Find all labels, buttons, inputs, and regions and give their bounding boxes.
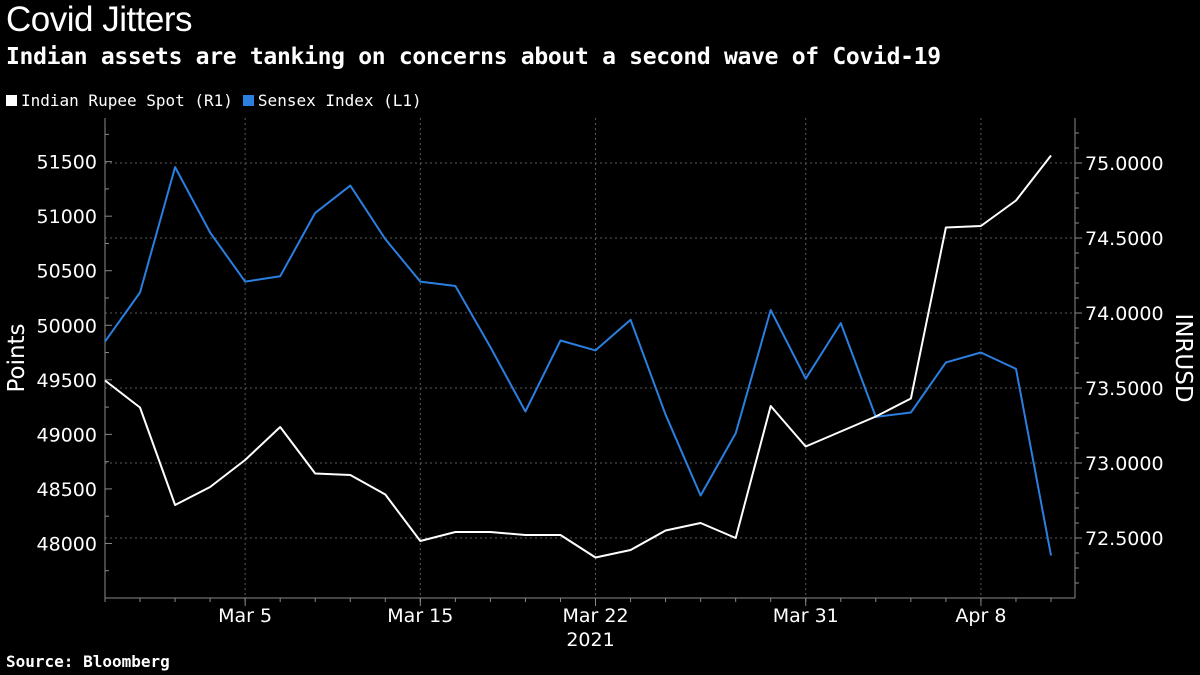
legend: Indian Rupee Spot (R1) Sensex Index (L1) bbox=[6, 91, 432, 110]
x-tick-label: Apr 8 bbox=[955, 605, 1006, 627]
left-tick-label: 50500 bbox=[37, 261, 97, 283]
sensex-line bbox=[104, 166, 1052, 556]
left-tick-label: 50000 bbox=[37, 315, 97, 337]
left-axis-title: Points bbox=[4, 323, 30, 392]
left-tick-label: 48000 bbox=[37, 533, 97, 555]
x-axis-year-label: 2021 bbox=[566, 629, 614, 651]
x-tick-label: Mar 15 bbox=[387, 605, 453, 627]
right-tick-label: 75.0000 bbox=[1085, 153, 1164, 175]
left-tick-label: 49500 bbox=[37, 370, 97, 392]
left-tick-label: 51500 bbox=[37, 152, 97, 174]
x-tick-label: Mar 22 bbox=[562, 605, 628, 627]
right-tick-label: 72.5000 bbox=[1085, 528, 1164, 550]
left-tick-label: 48500 bbox=[37, 479, 97, 501]
right-tick-label: 74.0000 bbox=[1085, 303, 1164, 325]
right-tick-label: 74.5000 bbox=[1085, 228, 1164, 250]
left-tick-label: 51000 bbox=[37, 206, 97, 228]
rupee-line bbox=[104, 154, 1052, 559]
axes bbox=[104, 118, 1082, 606]
source-note: Source: Bloomberg bbox=[6, 652, 170, 671]
legend-label-rupee: Indian Rupee Spot (R1) bbox=[21, 91, 233, 110]
right-axis-title: INRUSD bbox=[1170, 313, 1196, 402]
legend-label-sensex: Sensex Index (L1) bbox=[257, 91, 422, 110]
x-tick-label: Mar 31 bbox=[773, 605, 839, 627]
legend-swatch-rupee bbox=[6, 95, 17, 106]
left-tick-label: 49000 bbox=[37, 424, 97, 446]
legend-item-sensex: Sensex Index (L1) bbox=[242, 91, 422, 110]
legend-swatch-sensex bbox=[242, 95, 254, 106]
tick-labels: 48000 48500 49000 49500 50000 50500 51000 51500… bbox=[4, 152, 1196, 651]
series-lines bbox=[104, 154, 1052, 559]
legend-item-rupee: Indian Rupee Spot (R1) bbox=[6, 91, 233, 110]
chart-subtitle: Indian assets are tanking on concerns ab… bbox=[6, 44, 941, 70]
chart-title: Covid Jitters bbox=[6, 0, 193, 39]
right-tick-label: 73.0000 bbox=[1085, 453, 1164, 475]
x-tick-label: Mar 5 bbox=[218, 605, 272, 627]
gridlines bbox=[105, 118, 1075, 598]
right-tick-label: 73.5000 bbox=[1085, 378, 1164, 400]
